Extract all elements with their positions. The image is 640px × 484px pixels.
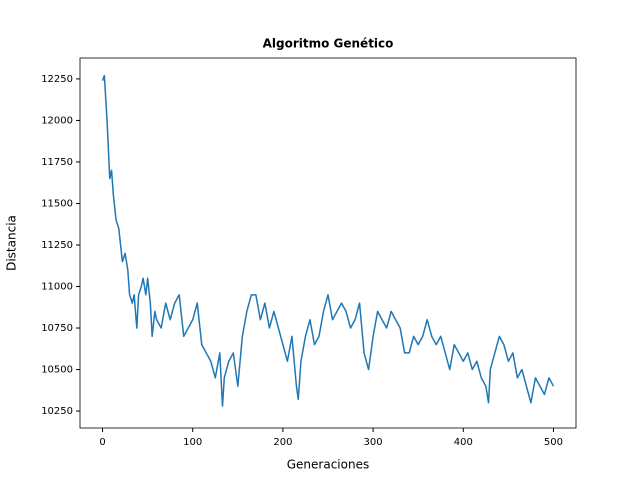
y-tick-label: 10500 [41, 365, 73, 376]
x-tick-label: 0 [99, 437, 105, 448]
y-tick-label: 12250 [41, 74, 73, 85]
chart-title: Algoritmo Genético [263, 37, 394, 51]
x-axis-label: Generaciones [287, 458, 369, 472]
y-tick-label: 11500 [41, 198, 73, 209]
x-tick-label: 300 [364, 437, 383, 448]
x-tick-label: 100 [183, 437, 202, 448]
data-line [101, 74, 555, 407]
x-tick-label: 200 [273, 437, 292, 448]
y-axis-label: Distancia [5, 215, 19, 271]
x-tick-label: 500 [544, 437, 563, 448]
y-tick-label: 10750 [41, 323, 73, 334]
y-tick-label: 11750 [41, 157, 73, 168]
y-tick-label: 11250 [41, 240, 73, 251]
y-tick-label: 10250 [41, 406, 73, 417]
plot-frame [79, 57, 577, 429]
x-tick-label: 400 [454, 437, 473, 448]
y-tick-label: 11000 [41, 282, 73, 293]
y-tick-label: 12000 [41, 115, 73, 126]
